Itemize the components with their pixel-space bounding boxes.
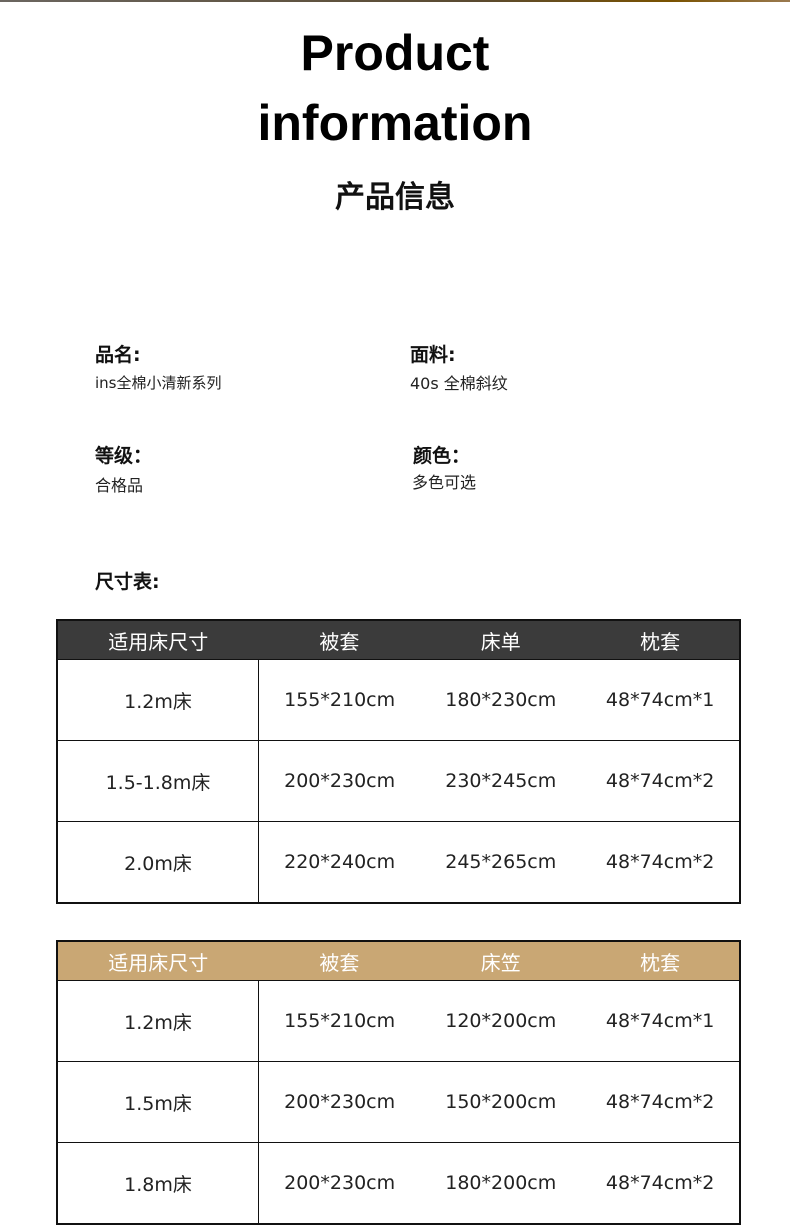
- title-line1: Product: [300, 25, 490, 81]
- name-value: ins全棉小清新系列: [95, 374, 222, 392]
- header-cell: 床单: [420, 620, 582, 660]
- grade-value: 合格品: [95, 476, 144, 495]
- header-cell: 枕套: [581, 620, 740, 660]
- cell: 48*74cm*2: [581, 1061, 740, 1143]
- cell: 48*74cm*2: [581, 1142, 740, 1224]
- size-chart-label: 尺寸表:: [95, 571, 160, 593]
- cell: 1.8m床: [57, 1142, 259, 1224]
- header-cell: 适用床尺寸: [57, 941, 259, 981]
- table-header: 适用床尺寸 被套 床笠 枕套: [57, 941, 740, 981]
- cell: 180*200cm: [420, 1142, 582, 1224]
- cell: 120*200cm: [420, 980, 582, 1062]
- table-row: 1.2m床 155*210cm 120*200cm 48*74cm*1: [57, 980, 740, 1062]
- cell: 155*210cm: [258, 980, 421, 1062]
- cell: 2.0m床: [57, 821, 259, 903]
- table-header: 适用床尺寸 被套 床单 枕套: [57, 620, 740, 660]
- header-cell: 被套: [258, 620, 421, 660]
- cell: 48*74cm*2: [581, 821, 740, 903]
- cell: 220*240cm: [258, 821, 421, 903]
- cell: 245*265cm: [420, 821, 582, 903]
- cell: 230*245cm: [420, 740, 582, 822]
- size-table-sheet: 适用床尺寸 被套 床单 枕套 1.2m床 155*210cm 180*230cm 48*74…: [56, 619, 741, 904]
- title-cn: 产品信息: [335, 180, 455, 215]
- table-row: 2.0m床 220*240cm 245*265cm 48*74cm*2: [57, 821, 740, 903]
- title-line2: information: [257, 95, 533, 151]
- top-border: [0, 0, 790, 2]
- color-value: 多色可选: [412, 473, 477, 492]
- table-row: 1.8m床 200*230cm 180*200cm 48*74cm*2: [57, 1142, 740, 1224]
- cell: 200*230cm: [258, 1061, 421, 1143]
- grade-label: 等级：: [95, 445, 153, 467]
- cell: 1.2m床: [57, 659, 259, 741]
- fabric-label: 面料:: [410, 344, 456, 366]
- table-row: 1.2m床 155*210cm 180*230cm 48*74cm*1: [57, 659, 740, 741]
- cell: 200*230cm: [258, 740, 421, 822]
- table-row: 1.5-1.8m床 200*230cm 230*245cm 48*74cm*2: [57, 740, 740, 822]
- cell: 1.5-1.8m床: [57, 740, 259, 822]
- name-label: 品名:: [95, 344, 141, 366]
- cell: 48*74cm*1: [581, 659, 740, 741]
- color-label: 颜色：: [413, 445, 471, 467]
- cell: 155*210cm: [258, 659, 421, 741]
- cell: 1.2m床: [57, 980, 259, 1062]
- cell: 180*230cm: [420, 659, 582, 741]
- cell: 200*230cm: [258, 1142, 421, 1224]
- cell: 48*74cm*2: [581, 740, 740, 822]
- header-cell: 被套: [258, 941, 421, 981]
- size-table-fitted: 适用床尺寸 被套 床笠 枕套 1.2m床 155*210cm 120*200cm 48*74…: [56, 940, 741, 1225]
- cell: 150*200cm: [420, 1061, 582, 1143]
- cell: 48*74cm*1: [581, 980, 740, 1062]
- header-cell: 床笠: [420, 941, 582, 981]
- header-cell: 枕套: [581, 941, 740, 981]
- cell: 1.5m床: [57, 1061, 259, 1143]
- table-row: 1.5m床 200*230cm 150*200cm 48*74cm*2: [57, 1061, 740, 1143]
- fabric-value: 40s 全棉斜纹: [410, 374, 508, 393]
- header-cell: 适用床尺寸: [57, 620, 259, 660]
